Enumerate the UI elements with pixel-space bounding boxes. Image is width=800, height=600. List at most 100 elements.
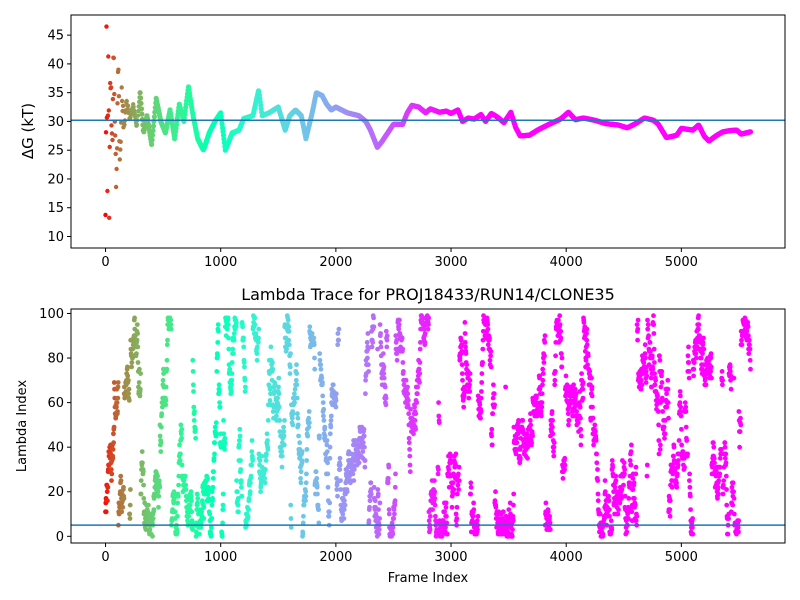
y-tick-label: 25 [47,144,64,159]
lambda-point [211,455,217,461]
lambda-point [286,328,292,334]
lambda-point [292,386,298,392]
lambda-point [336,337,341,343]
lambda-point [683,404,689,410]
lambda-point [559,351,564,356]
lambda-point [551,449,556,454]
lambda-point [335,493,340,499]
lambda-point [748,366,753,372]
lambda-point [127,516,133,521]
delta-g-point [218,113,224,120]
lambda-point [252,322,258,327]
lambda-point [406,435,412,441]
lambda-point [281,433,287,439]
lambda-point [595,478,601,483]
lambda-point [235,496,241,501]
lambda-point [378,344,384,350]
lambda-point [338,478,343,483]
lambda-point [746,337,752,343]
lambda-point [158,424,164,430]
lambda-point [678,404,684,410]
delta-g-point [105,113,111,118]
lambda-point [432,478,437,483]
lambda-point [635,326,641,332]
lambda-point [488,353,493,359]
lambda-point [406,440,412,446]
lambda-point [584,331,589,336]
lambda-point [467,377,473,383]
lambda-point [666,415,671,421]
lambda-point [560,476,566,481]
delta-g-point [124,98,129,104]
lambda-point [265,418,271,423]
y-tick-label: 35 [47,86,64,101]
lambda-point [594,460,600,466]
lambda-point [665,386,671,392]
lambda-point [351,478,357,483]
lambda-point [168,322,174,327]
lambda-point [703,382,709,388]
lambda-point [678,413,684,419]
lambda-point [216,389,222,394]
lambda-point [492,498,498,504]
lambda-point [457,355,463,361]
lambda-point [350,471,356,477]
lambda-point [284,346,289,352]
lambda-point [210,484,216,490]
lambda-point [584,326,590,332]
lambda-point [481,313,486,319]
lambda-point [682,464,687,470]
lambda-point [665,377,671,383]
lambda-point [745,320,751,325]
lambda-point [400,360,406,365]
lambda-point [317,433,322,439]
delta-g-point [110,96,116,102]
lambda-point [479,389,484,394]
lambda-point [365,346,371,352]
lambda-point [711,455,717,461]
lambda-point [712,460,717,466]
lambda-point [289,415,295,421]
lambda-point [534,413,540,419]
lambda-point [574,409,579,414]
lambda-point [115,395,121,401]
lambda-point [449,504,455,510]
lambda-point [384,344,390,350]
lambda-point [121,484,126,490]
lambda-point [622,493,628,499]
lambda-point [635,337,640,343]
lambda-point [436,420,442,426]
lambda-point [651,331,657,336]
lambda-point [225,315,231,321]
lambda-point [267,386,273,392]
lambda-point [190,369,196,374]
lambda-point [557,322,563,327]
lambda-point [631,480,637,486]
lambda-point [109,471,115,477]
lambda-point [276,404,282,410]
lambda-point [327,444,333,450]
lambda-point [209,502,215,508]
lambda-point [581,320,587,325]
lambda-point [613,473,619,479]
lambda-point [326,513,332,519]
lambda-point [125,377,131,383]
lambda-point [360,440,366,446]
lambda-point [371,484,377,490]
lambda-point [578,442,584,448]
lambda-point [378,340,384,345]
delta-g-point [137,90,143,96]
lambda-point [416,366,422,372]
lambda-point [629,442,634,448]
lambda-point [264,451,269,457]
lambda-point [722,444,728,450]
lambda-point [738,415,743,421]
lambda-point [679,426,684,432]
lambda-point [454,491,460,497]
delta-g-point [118,147,123,152]
lambda-point [730,480,736,486]
lambda-point [461,393,467,399]
lambda-point [155,489,161,495]
lambda-point [157,433,163,439]
lambda-point [393,333,399,339]
